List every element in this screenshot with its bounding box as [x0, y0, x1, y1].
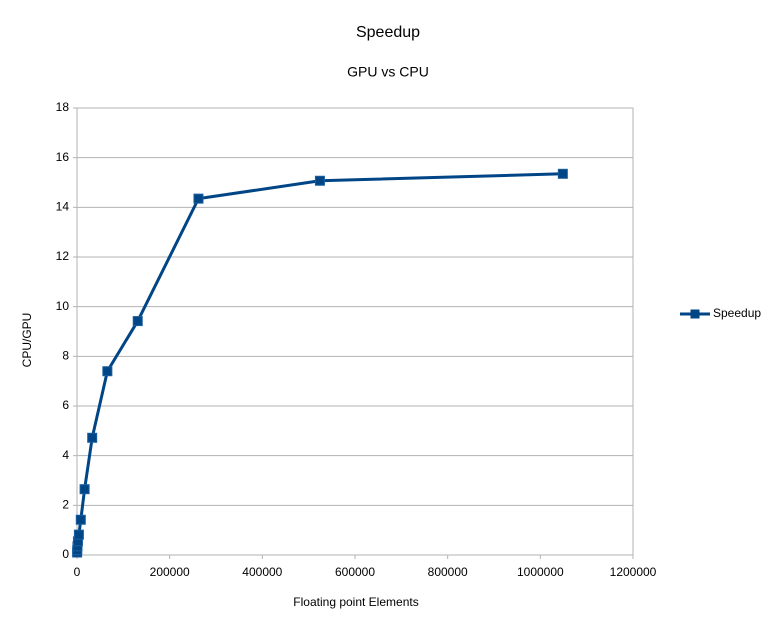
y-tick-label: 0 [62, 547, 69, 561]
y-axis-label: CPU/GPU [20, 313, 34, 368]
y-tick-label: 6 [62, 398, 69, 412]
marker [314, 175, 325, 186]
x-tick-label: 200000 [150, 565, 190, 579]
marker [87, 432, 98, 443]
y-tick-label: 12 [56, 249, 70, 263]
marker [193, 193, 204, 204]
x-tick-label: 0 [74, 565, 81, 579]
y-tick-label: 8 [62, 349, 69, 363]
series-line [75, 172, 563, 553]
plot-border [76, 107, 634, 556]
marker [102, 366, 113, 377]
x-axis-label: Floating point Elements [293, 595, 418, 609]
x-tick-label: 800000 [428, 565, 468, 579]
y-tick-label: 18 [56, 100, 70, 114]
marker [557, 168, 568, 179]
y-tick-label: 4 [62, 448, 69, 462]
y-tick-label: 14 [56, 200, 70, 214]
y-tick-label: 10 [56, 299, 70, 313]
x-tick-label: 1000000 [517, 565, 564, 579]
x-tick-label: 400000 [242, 565, 282, 579]
marker [132, 316, 143, 327]
marker [79, 484, 90, 495]
marker [75, 514, 86, 525]
y-tick-label: 2 [62, 498, 69, 512]
chart-subtitle: GPU vs CPU [347, 64, 429, 80]
chart-title: Speedup [356, 24, 420, 41]
marker [73, 529, 84, 540]
y-tick-label: 16 [56, 150, 70, 164]
legend-label: Speedup [713, 306, 761, 320]
x-tick-label: 600000 [335, 565, 375, 579]
x-tick-label: 1200000 [610, 565, 657, 579]
legend-marker [690, 309, 700, 319]
